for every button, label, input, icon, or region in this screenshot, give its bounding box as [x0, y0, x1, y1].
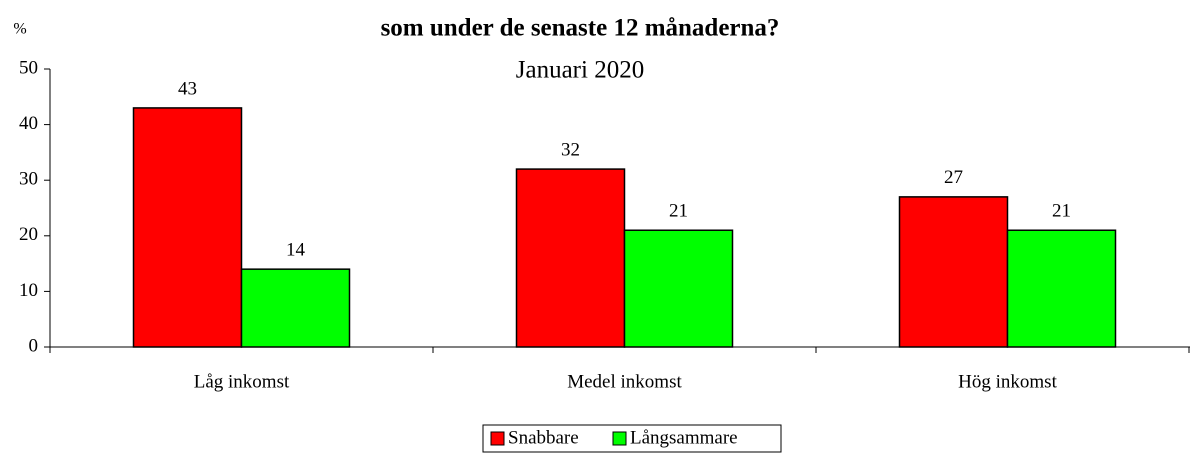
y-tick-label: 50 [19, 57, 38, 78]
data-label: 27 [944, 167, 963, 188]
data-label: 14 [286, 240, 306, 261]
y-tick-label: 30 [19, 169, 38, 190]
bar [1006, 229, 1117, 348]
x-tick-label: Låg inkomst [194, 371, 290, 392]
y-tick-label: 0 [29, 335, 39, 356]
bar [623, 229, 734, 348]
chart-title: som under de senaste 12 månaderna? [381, 15, 780, 42]
data-label: 32 [561, 139, 580, 160]
legend-label: Långsammare [630, 427, 738, 448]
y-tick-label: 40 [19, 113, 38, 134]
bar [898, 196, 1009, 348]
legend-swatch [490, 431, 505, 446]
legend-label: Snabbare [508, 427, 579, 448]
data-label: 21 [669, 201, 688, 222]
x-tick-label: Hög inkomst [958, 371, 1057, 392]
y-tick-label: 10 [19, 280, 38, 301]
data-label: 21 [1052, 201, 1071, 222]
y-tick-label: 20 [19, 224, 38, 245]
chart-subtitle: Januari 2020 [516, 57, 644, 84]
bar [240, 268, 351, 348]
y-axis-label: % [13, 21, 26, 38]
bar [132, 107, 243, 348]
bar [515, 168, 626, 348]
legend-box [482, 424, 782, 453]
data-label: 43 [178, 78, 197, 99]
legend-swatch [612, 431, 627, 446]
x-tick-label: Medel inkomst [567, 371, 682, 392]
